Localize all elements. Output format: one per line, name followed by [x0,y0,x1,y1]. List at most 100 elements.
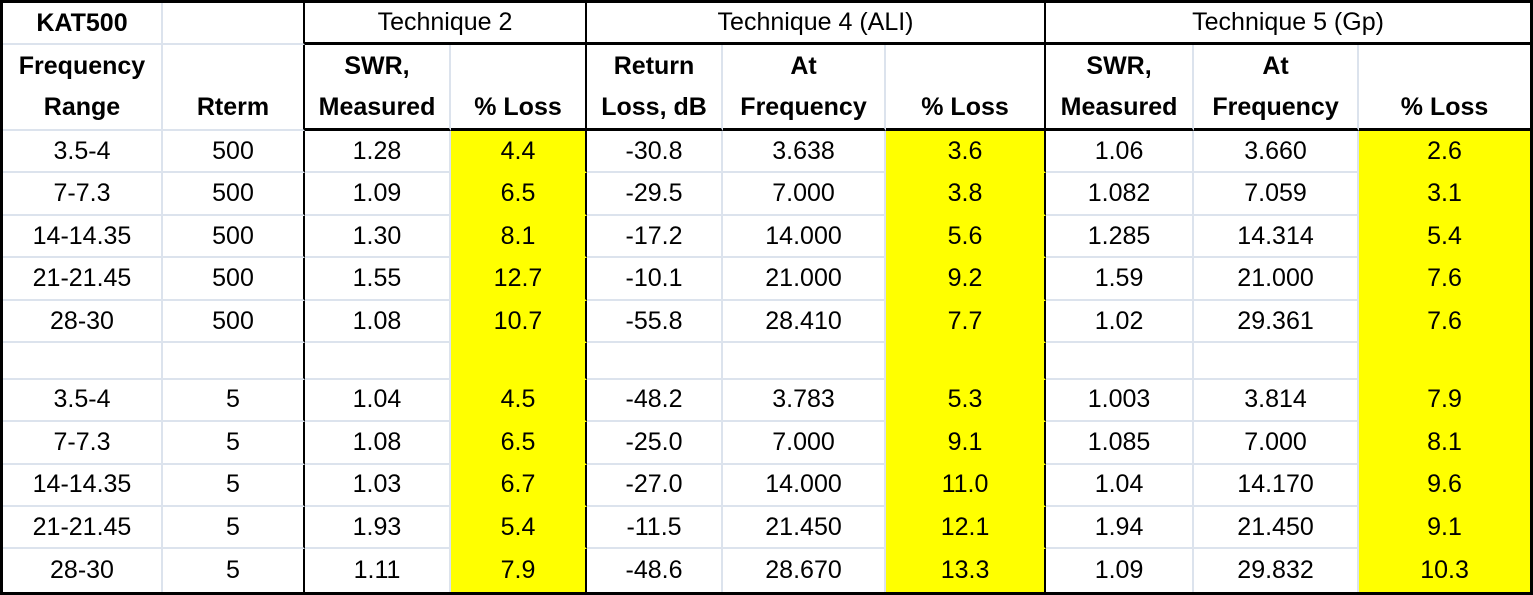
table-title-cell[interactable]: KAT500 [3,3,163,45]
cell-t2-percent-loss[interactable]: 6.7 [451,464,588,508]
cell-frequency-range[interactable]: 3.5-4 [3,131,163,174]
cell-t5-swr-measured[interactable]: 1.02 [1046,300,1195,344]
cell-t4-return-loss-db[interactable]: -11.5 [587,507,724,550]
cell-rterm[interactable]: 500 [163,215,305,259]
cell-t5-percent-loss[interactable]: 8.1 [1359,422,1531,465]
cell-t4-at-frequency[interactable] [723,343,887,380]
cell-t2-swr-measured[interactable]: 1.03 [305,464,451,508]
cell-t2-swr-measured[interactable]: 1.93 [305,507,451,550]
cell-t5-percent-loss[interactable]: 9.6 [1359,464,1531,508]
cell-t5-at-frequency[interactable]: 14.314 [1194,215,1360,259]
cell-t4-percent-loss[interactable]: 5.3 [886,379,1047,423]
cell-t2-swr-measured[interactable]: 1.28 [305,131,451,174]
cell-t2-percent-loss[interactable]: 7.9 [451,549,588,592]
cell-t4-return-loss-db[interactable]: -29.5 [587,173,724,216]
cell-frequency-range[interactable]: 28-30 [3,549,163,592]
technique-5-header[interactable]: Technique 5 (Gp) [1046,3,1531,45]
cell-t4-return-loss-db[interactable]: -10.1 [587,258,724,301]
cell-t5-percent-loss[interactable]: 5.4 [1359,215,1531,259]
cell-t5-at-frequency[interactable]: 7.000 [1194,422,1360,465]
cell-t5-percent-loss[interactable]: 2.6 [1359,131,1531,174]
cell-t5-swr-measured[interactable]: 1.06 [1046,131,1195,174]
cell-t5-swr-measured[interactable]: 1.082 [1046,173,1195,216]
cell-t5-at-frequency[interactable]: 7.059 [1194,173,1360,216]
cell-t4-return-loss-db[interactable]: -17.2 [587,215,724,259]
cell-rterm[interactable]: 5 [163,422,305,465]
cell-t2-percent-loss[interactable]: 10.7 [451,300,588,344]
header-t4-return-loss[interactable]: Return Loss, dB [587,45,724,131]
cell-t5-percent-loss[interactable] [1359,343,1531,380]
cell-t4-at-frequency[interactable]: 21.000 [723,258,887,301]
cell-rterm[interactable]: 5 [163,549,305,592]
cell-rterm[interactable]: 5 [163,464,305,508]
cell-rterm[interactable]: 5 [163,379,305,423]
header-t5-percent-loss[interactable]: % Loss [1359,45,1531,131]
cell-t4-return-loss-db[interactable]: -30.8 [587,131,724,174]
cell-frequency-range[interactable]: 7-7.3 [3,173,163,216]
cell-t2-swr-measured[interactable]: 1.09 [305,173,451,216]
cell-t5-at-frequency[interactable] [1194,343,1360,380]
cell-rterm[interactable]: 500 [163,258,305,301]
cell-t4-percent-loss[interactable] [886,343,1047,380]
cell-rterm[interactable]: 500 [163,173,305,216]
header-t5-at-frequency[interactable]: At Frequency [1194,45,1360,131]
cell-t4-percent-loss[interactable]: 13.3 [886,549,1047,592]
cell-t4-at-frequency[interactable]: 21.450 [723,507,887,550]
cell-frequency-range[interactable]: 21-21.45 [3,507,163,550]
cell-t4-at-frequency[interactable]: 3.638 [723,131,887,174]
cell-t2-swr-measured[interactable]: 1.08 [305,300,451,344]
cell-t5-swr-measured[interactable]: 1.94 [1046,507,1195,550]
cell-t4-percent-loss[interactable]: 3.6 [886,131,1047,174]
header-rterm[interactable]: Rterm [163,45,305,131]
cell-t4-return-loss-db[interactable]: -27.0 [587,464,724,508]
cell-t2-swr-measured[interactable]: 1.08 [305,422,451,465]
cell-t5-percent-loss[interactable]: 3.1 [1359,173,1531,216]
cell-t4-at-frequency[interactable]: 14.000 [723,464,887,508]
cell-t5-percent-loss[interactable]: 7.9 [1359,379,1531,423]
cell-rterm[interactable] [163,343,305,380]
cell-t5-swr-measured[interactable]: 1.085 [1046,422,1195,465]
cell-t2-percent-loss[interactable] [451,343,588,380]
cell-t2-percent-loss[interactable]: 12.7 [451,258,588,301]
cell-t4-percent-loss[interactable]: 9.1 [886,422,1047,465]
cell-t4-return-loss-db[interactable]: -48.6 [587,549,724,592]
cell-t5-swr-measured[interactable]: 1.285 [1046,215,1195,259]
header-frequency-range[interactable]: Frequency Range [3,45,163,131]
cell-t5-swr-measured[interactable]: 1.003 [1046,379,1195,423]
cell-frequency-range[interactable]: 14-14.35 [3,464,163,508]
cell-t5-swr-measured[interactable]: 1.04 [1046,464,1195,508]
cell-t2-swr-measured[interactable]: 1.30 [305,215,451,259]
cell-t5-swr-measured[interactable]: 1.59 [1046,258,1195,301]
cell-frequency-range[interactable]: 7-7.3 [3,422,163,465]
cell-t4-percent-loss[interactable]: 3.8 [886,173,1047,216]
corner-blank-cell[interactable] [163,3,305,45]
cell-t5-percent-loss[interactable]: 7.6 [1359,258,1531,301]
cell-t4-at-frequency[interactable]: 28.410 [723,300,887,344]
cell-rterm[interactable]: 500 [163,300,305,344]
cell-frequency-range[interactable]: 28-30 [3,300,163,344]
header-t2-percent-loss[interactable]: % Loss [451,45,588,131]
cell-t4-percent-loss[interactable]: 7.7 [886,300,1047,344]
cell-t5-at-frequency[interactable]: 3.660 [1194,131,1360,174]
cell-t2-percent-loss[interactable]: 6.5 [451,173,588,216]
cell-t4-percent-loss[interactable]: 5.6 [886,215,1047,259]
cell-t4-percent-loss[interactable]: 11.0 [886,464,1047,508]
cell-t2-swr-measured[interactable]: 1.11 [305,549,451,592]
cell-t5-at-frequency[interactable]: 14.170 [1194,464,1360,508]
cell-t4-at-frequency[interactable]: 28.670 [723,549,887,592]
cell-t5-percent-loss[interactable]: 10.3 [1359,549,1531,592]
cell-t4-return-loss-db[interactable] [587,343,724,380]
cell-t4-at-frequency[interactable]: 3.783 [723,379,887,423]
cell-t2-percent-loss[interactable]: 4.5 [451,379,588,423]
cell-t5-at-frequency[interactable]: 21.000 [1194,258,1360,301]
cell-t2-swr-measured[interactable]: 1.04 [305,379,451,423]
cell-t5-at-frequency[interactable]: 29.832 [1194,549,1360,592]
cell-frequency-range[interactable]: 14-14.35 [3,215,163,259]
technique-2-header[interactable]: Technique 2 [305,3,588,45]
cell-frequency-range[interactable] [3,343,163,380]
technique-4-header[interactable]: Technique 4 (ALI) [587,3,1047,45]
header-t4-at-frequency[interactable]: At Frequency [723,45,887,131]
cell-t5-swr-measured[interactable]: 1.09 [1046,549,1195,592]
cell-frequency-range[interactable]: 21-21.45 [3,258,163,301]
cell-t5-at-frequency[interactable]: 3.814 [1194,379,1360,423]
